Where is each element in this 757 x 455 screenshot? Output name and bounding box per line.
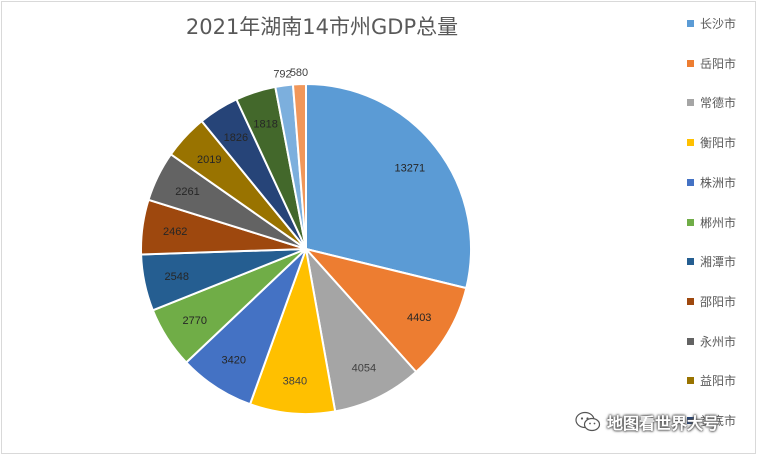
pie-slice-2 (303, 247, 468, 374)
data-label-14: 580 (290, 67, 308, 79)
data-label-1: 13271 (395, 163, 426, 175)
legend-swatch (687, 59, 694, 67)
legend-swatch (687, 337, 694, 345)
legend-swatch (687, 99, 694, 107)
legend-item-9: 永州市 (687, 333, 736, 350)
legend-label: 岳阳市 (700, 56, 737, 71)
pie-slice-4 (248, 245, 337, 415)
pie-slice-3 (304, 245, 418, 413)
legend-label: 湘潭市 (700, 255, 737, 270)
data-label-10: 2019 (197, 154, 221, 166)
legend-item-8: 邵阳市 (687, 293, 736, 310)
data-label-6: 2770 (183, 315, 207, 327)
chart-title: 2021年湖南14市州GDP总量 (185, 15, 459, 39)
legend-label: 常德市 (700, 96, 737, 111)
data-label-3: 4054 (352, 363, 376, 375)
legend-item-6: 郴州市 (687, 214, 736, 231)
legend-swatch (687, 258, 694, 266)
legend-label: 株洲市 (700, 175, 737, 190)
legend-label: 长沙市 (700, 17, 737, 31)
legend-item-7: 湘潭市 (687, 253, 736, 270)
legend-swatch (687, 417, 694, 424)
pie-slice-1 (305, 82, 472, 290)
legend-item-5: 株洲市 (687, 174, 736, 191)
data-label-2: 4403 (407, 312, 431, 324)
wechat-icon (575, 411, 601, 432)
legend-swatch (687, 178, 694, 186)
data-label-12: 1818 (253, 118, 277, 130)
legend-item-10: 益阳市 (687, 372, 736, 389)
legend-item-11: 娄底市 (687, 412, 736, 429)
pie-slice-14 (291, 82, 307, 250)
legend-item-2: 岳阳市 (687, 55, 736, 72)
legend-swatch (687, 377, 694, 385)
legend-swatch (687, 20, 694, 27)
legend-label: 衡阳市 (700, 136, 737, 151)
legend-label: 益阳市 (700, 374, 737, 389)
legend-label: 永州市 (700, 334, 737, 349)
legend-item-3: 常德市 (687, 94, 736, 111)
data-label-5: 3420 (222, 355, 246, 367)
legend-item-4: 衡阳市 (687, 134, 736, 151)
legend-swatch (687, 218, 694, 226)
watermark: 地图看世界大号 (575, 410, 719, 434)
legend-label: 邵阳市 (700, 294, 737, 309)
data-label-13: 792 (273, 69, 291, 81)
data-label-8: 2462 (163, 226, 187, 238)
data-label-7: 2548 (165, 271, 189, 283)
data-label-9: 2261 (175, 186, 199, 198)
data-label-4: 3840 (283, 376, 307, 388)
legend-swatch (687, 139, 694, 147)
legend-label: 娄底市 (700, 414, 737, 428)
legend-swatch (687, 297, 694, 305)
data-label-11: 1826 (224, 132, 248, 144)
legend-label: 郴州市 (700, 215, 737, 230)
legend-item-1: 长沙市 (687, 15, 736, 32)
watermark-text: 地图看世界大号 (607, 414, 720, 433)
